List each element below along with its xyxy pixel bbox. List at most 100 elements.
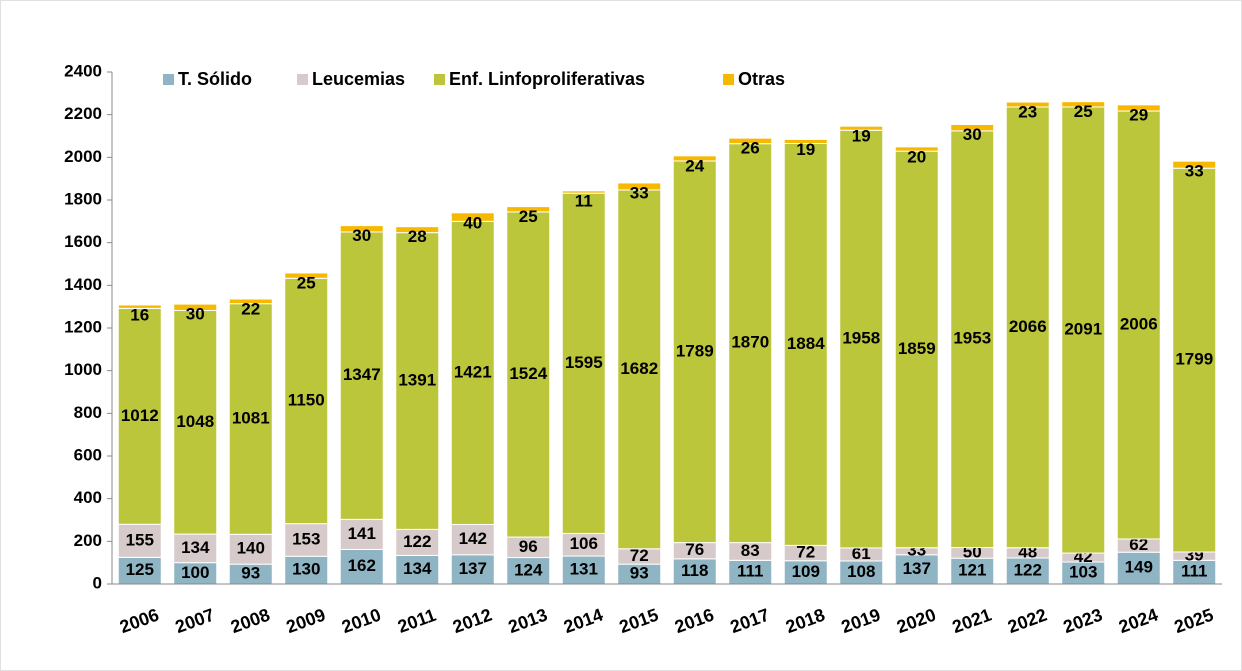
data-label: 149 [1125,558,1153,577]
data-label: 1048 [176,412,214,431]
data-label: 1789 [676,341,714,360]
data-label: 28 [408,227,427,246]
bar-segment [284,272,329,279]
data-label: 1421 [454,362,492,381]
bar-segment [450,212,495,222]
data-label: 111 [737,562,764,581]
data-label: 153 [292,529,320,548]
y-tick-label: 800 [74,403,102,422]
bar-segment [783,142,828,546]
bar-segment [894,554,939,585]
y-tick-label: 200 [74,531,102,550]
data-label: 1524 [509,364,547,383]
data-label: 109 [792,562,820,581]
data-label: 121 [958,561,986,580]
data-label: 19 [796,140,815,159]
y-tick-label: 1400 [64,275,102,294]
bar-segment [1172,160,1217,169]
data-label: 1081 [232,408,270,427]
data-label: 16 [130,305,149,324]
bar-segment [117,307,162,525]
y-tick-label: 2200 [64,104,102,123]
legend-label: Enf. Linfoproliferativas [449,69,645,89]
data-label: 1012 [121,406,159,425]
bar-segment [1172,167,1217,553]
data-label: 122 [403,532,431,551]
data-label: 1799 [1175,350,1213,369]
bar-segment [173,303,218,312]
data-label: 100 [181,563,209,582]
data-label: 108 [847,562,875,581]
bar-segment [1005,101,1050,108]
data-label: 93 [630,564,649,583]
data-label: 162 [348,556,376,575]
data-label: 1953 [953,329,991,348]
bar-segment [1005,557,1050,585]
data-label: 1682 [620,359,658,378]
bar-segment [339,231,384,520]
y-tick-label: 0 [93,573,102,592]
y-tick-label: 1600 [64,232,102,251]
data-label: 33 [1185,162,1204,181]
bar-segment [173,310,218,535]
bar-segment [728,137,773,145]
data-label: 22 [241,299,260,318]
data-label: 134 [403,559,432,578]
data-label: 61 [852,544,871,563]
bar-segment [339,225,384,233]
y-tick-label: 600 [74,445,102,464]
data-label: 25 [297,273,316,292]
data-label: 106 [570,534,598,553]
bar-segment [561,192,606,534]
data-label: 1347 [343,365,381,384]
data-label: 11 [575,191,593,210]
bar-segment [284,523,329,557]
bar-segment [894,146,939,152]
y-tick-label: 1000 [64,360,102,379]
data-label: 137 [459,559,487,578]
data-label: 1595 [565,353,603,372]
data-label: 2066 [1009,317,1047,336]
legend-label: Leucemias [312,69,405,89]
y-tick-label: 2000 [64,147,102,166]
data-label: 83 [741,541,760,560]
data-label: 33 [630,183,649,202]
bar-segment [839,125,884,131]
data-label: 124 [514,560,543,579]
data-label: 20 [907,147,926,166]
data-label: 29 [1129,105,1148,124]
bar-segment [228,298,273,305]
bar-segment [284,277,329,525]
bar-segment [728,143,773,544]
bar-segment [395,232,440,530]
data-label: 1870 [731,333,769,352]
data-label: 30 [186,305,205,324]
data-label: 141 [348,524,376,543]
bar-segment [617,189,662,550]
data-label: 30 [963,125,982,144]
bar-segment [506,206,551,213]
bar-segment [117,304,162,309]
bar-segment [950,557,995,585]
y-tick-label: 1800 [64,189,102,208]
data-label: 118 [681,561,708,580]
data-label: 111 [1181,562,1208,581]
data-label: 26 [741,139,760,158]
bar-segment [1061,106,1106,554]
y-tick-label: 400 [74,488,102,507]
bar-segment [395,528,440,556]
data-label: 25 [1074,102,1093,121]
data-label: 130 [292,560,320,579]
bar-segment [173,533,218,564]
data-label: 137 [903,559,931,578]
bar-segment [117,523,162,558]
legend-label: T. Sólido [178,69,252,89]
bar-segment [1116,110,1161,540]
data-label: 93 [241,564,260,583]
bar-segment [284,555,329,585]
data-label: 24 [685,156,704,175]
data-label: 23 [1018,103,1037,122]
legend-swatch [297,74,308,85]
data-label: 142 [459,529,487,548]
